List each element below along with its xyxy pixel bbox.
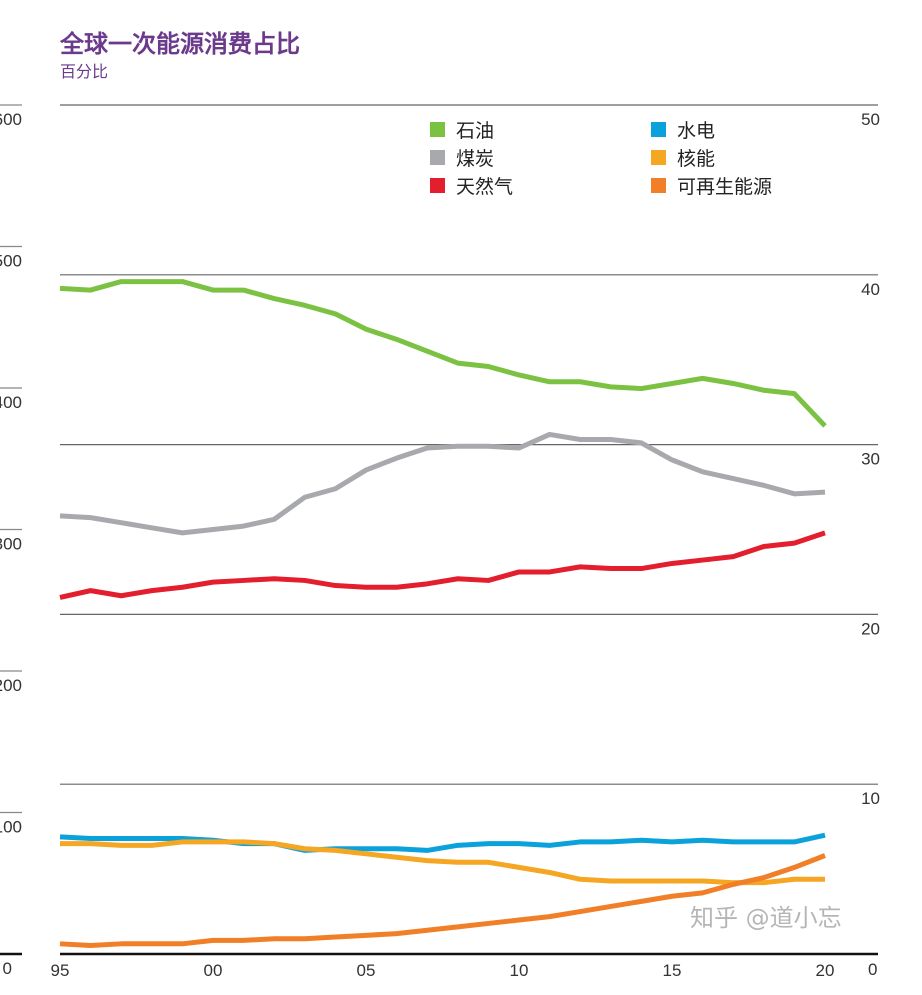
legend-swatch [430,122,445,137]
legend-swatch [651,150,666,165]
right-tick-label: 0 [868,960,877,979]
legend-swatch [651,178,666,193]
chart-subtitle: 百分比 [60,62,109,81]
legend-swatch [430,178,445,193]
chart-title: 全球一次能源消费占比 [60,30,300,58]
right-tick-label: 50 [861,110,880,129]
legend-label: 水电 [677,120,715,142]
left-tick-label: 200 [0,676,22,695]
legend-label: 石油 [456,120,494,142]
x-tick-label: 20 [816,961,835,980]
legend-swatch [651,122,666,137]
right-tick-label: 40 [861,280,880,299]
left-tick-label: 100 [0,818,22,837]
left-tick-label: 0 [3,959,12,978]
right-tick-label: 30 [861,450,880,469]
left-tick-label: 300 [0,535,22,554]
x-tick-label: 05 [357,961,376,980]
x-tick-label: 10 [510,961,529,980]
legend-label: 煤炭 [456,148,494,170]
series-line-3 [59,832,826,853]
series-line-5 [59,853,826,949]
right-tick-label: 10 [861,789,880,808]
legend-label: 天然气 [456,176,513,198]
series-line-4 [60,839,825,886]
left-tick-label: 400 [0,393,22,412]
series-line-0 [59,279,827,428]
x-tick-label: 95 [51,961,70,980]
legend-swatch [430,150,445,165]
left-tick-label: 500 [0,252,22,271]
right-tick-label: 20 [861,619,880,638]
legend-label: 可再生能源 [677,176,772,198]
watermark: 知乎 @道小忘 [690,904,842,932]
x-tick-label: 00 [204,961,223,980]
left-tick-label: 600 [0,110,22,129]
series-line-2 [59,530,826,600]
x-tick-label: 15 [663,961,682,980]
legend-label: 核能 [677,148,715,170]
series-line-1 [59,431,826,536]
